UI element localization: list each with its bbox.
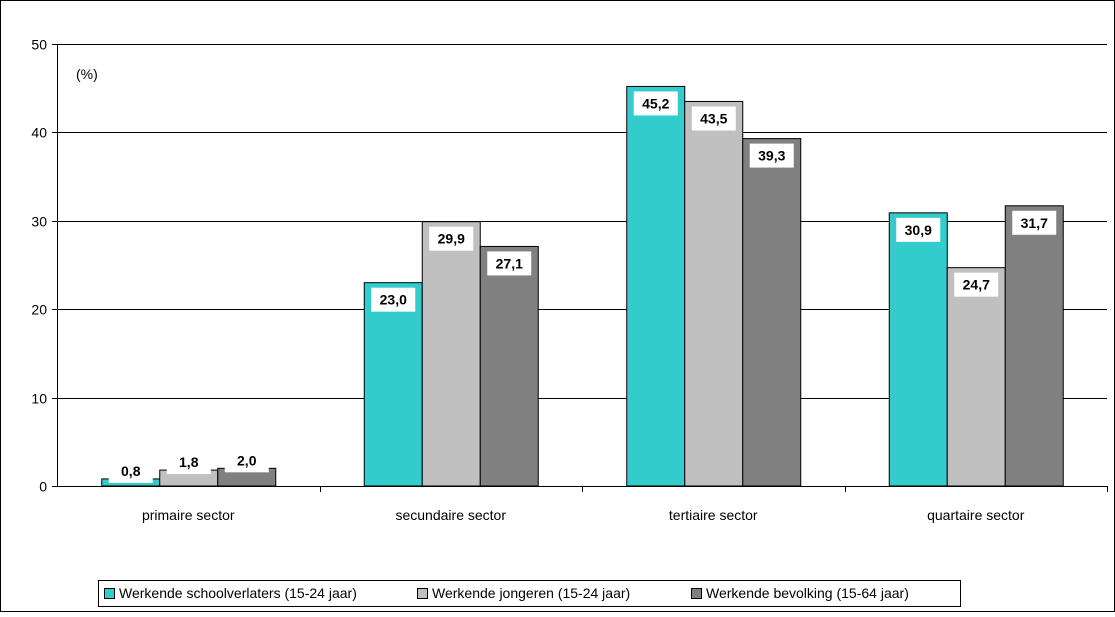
y-unit-label: (%) <box>76 66 98 82</box>
legend-label: Werkende bevolking (15-64 jaar) <box>706 585 909 601</box>
legend-label: Werkende schoolverlaters (15-24 jaar) <box>119 585 357 601</box>
legend-swatch <box>104 588 115 599</box>
y-tick-label: 20 <box>31 302 47 318</box>
data-label: 24,7 <box>963 277 990 293</box>
x-category-label: secundaire sector <box>395 507 506 523</box>
y-tick-label: 0 <box>39 479 47 495</box>
legend-swatch <box>417 588 428 599</box>
data-label: 23,0 <box>380 292 407 308</box>
data-label-box <box>108 458 153 483</box>
data-label-box <box>371 287 416 312</box>
data-label: 2,0 <box>237 452 257 468</box>
bar <box>479 245 539 487</box>
bar <box>888 212 948 487</box>
data-label: 29,9 <box>438 231 465 247</box>
y-tick-label: 10 <box>31 391 47 407</box>
data-label: 30,9 <box>905 222 932 238</box>
y-tick-label: 50 <box>31 37 47 53</box>
data-label-box <box>749 143 794 168</box>
data-label: 0,8 <box>121 463 141 479</box>
data-label-box <box>487 251 532 276</box>
data-label-box <box>429 226 474 251</box>
x-category-label: quartaire sector <box>927 507 1025 523</box>
data-label-box <box>166 450 211 475</box>
y-tick-label: 30 <box>31 214 47 230</box>
bar <box>742 138 802 487</box>
bar <box>421 221 481 487</box>
bar <box>626 85 686 487</box>
bar <box>363 282 423 487</box>
bar <box>1004 205 1064 487</box>
data-label: 31,7 <box>1021 215 1048 231</box>
x-category-label: primaire sector <box>142 507 235 523</box>
data-label: 43,5 <box>700 110 727 126</box>
y-tick-label: 40 <box>31 125 47 141</box>
data-label-box <box>896 217 941 242</box>
legend-box <box>98 580 961 607</box>
data-label: 45,2 <box>642 95 669 111</box>
legend-swatch <box>691 588 702 599</box>
legend-label: Werkende jongeren (15-24 jaar) <box>432 585 630 601</box>
data-label-box <box>633 91 678 116</box>
data-label-box <box>1012 210 1057 235</box>
data-label: 39,3 <box>758 148 785 164</box>
data-label-box <box>691 106 736 131</box>
bar <box>946 267 1006 487</box>
data-label-box <box>954 272 999 297</box>
x-category-label: tertiaire sector <box>669 507 758 523</box>
bar <box>684 100 744 487</box>
data-label: 1,8 <box>179 454 199 470</box>
data-label-box <box>224 448 269 473</box>
data-label: 27,1 <box>496 255 523 271</box>
